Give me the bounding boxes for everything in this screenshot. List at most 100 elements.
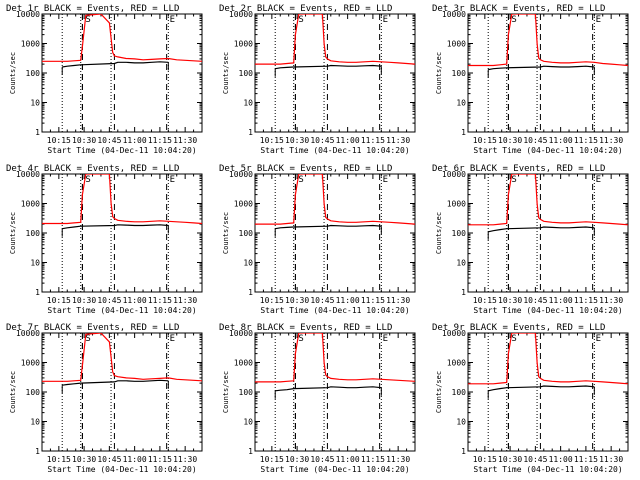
- detector-panel: Det 6r BLACK = Events, RED = LLD 1 10 100 10…: [432, 164, 629, 315]
- panel-title: Det 2r BLACK = Events, RED = LLD: [219, 4, 392, 14]
- y-tick-label: 100: [452, 229, 467, 238]
- lld-series-line: [255, 14, 415, 65]
- panel-title: Det 5r BLACK = Events, RED = LLD: [219, 164, 392, 174]
- marker-e-label: E: [170, 334, 175, 344]
- x-tick-label: 10:30: [285, 455, 309, 464]
- y-axis-label: Counts/sec: [9, 52, 17, 94]
- axes-frame: [41, 13, 203, 133]
- events-series-line: [275, 224, 382, 230]
- y-tick-label: 1000: [447, 200, 466, 209]
- y-tick-label: 10000: [442, 170, 466, 179]
- x-tick-label: 11:00: [336, 136, 360, 145]
- y-tick-label: 100: [26, 388, 41, 397]
- x-tick-label: 11:30: [386, 455, 410, 464]
- y-tick-label: 1000: [234, 359, 253, 368]
- x-tick-label: 10:15: [473, 296, 497, 305]
- y-tick-label: 10: [243, 259, 253, 268]
- x-tick-label: 10:45: [97, 455, 121, 464]
- events-series-line: [488, 65, 595, 71]
- x-axis-label: Start Time (04-Dec-11 10:04:20): [260, 146, 409, 155]
- y-tick-label: 100: [452, 388, 467, 397]
- x-axis-label: Start Time (04-Dec-11 10:04:20): [473, 146, 622, 155]
- lld-series-line: [42, 174, 202, 225]
- x-tick-label: 11:30: [386, 296, 410, 305]
- x-tick-label: 11:15: [148, 455, 172, 464]
- axes-frame: [41, 173, 203, 293]
- y-tick-label: 1000: [21, 359, 40, 368]
- x-axis-label: Start Time (04-Dec-11 10:04:20): [260, 306, 409, 315]
- axes-frame: [41, 332, 203, 452]
- x-tick-label: 10:15: [47, 296, 71, 305]
- lld-series-line: [42, 333, 202, 382]
- marker-e-label: E: [170, 15, 175, 25]
- x-tick-label: 10:45: [523, 296, 547, 305]
- detector-panel: Det 9r BLACK = Events, RED = LLD 1 10 100 10…: [432, 323, 629, 474]
- x-tick-label: 11:00: [123, 455, 147, 464]
- y-tick-label: 10: [30, 99, 40, 108]
- y-tick-label: 10: [456, 418, 466, 427]
- x-tick-label: 11:00: [123, 136, 147, 145]
- x-axis-label: Start Time (04-Dec-11 10:04:20): [47, 306, 196, 315]
- events-series-line: [62, 61, 169, 68]
- x-tick-label: 10:30: [72, 136, 96, 145]
- x-tick-label: 11:00: [123, 296, 147, 305]
- x-tick-label: 11:00: [549, 455, 573, 464]
- panel-title: Det 4r BLACK = Events, RED = LLD: [6, 164, 179, 174]
- x-tick-label: 10:30: [72, 455, 96, 464]
- panel-title: Det 8r BLACK = Events, RED = LLD: [219, 323, 392, 333]
- x-tick-label: 10:45: [310, 136, 334, 145]
- x-tick-label: 10:45: [310, 455, 334, 464]
- axes-frame: [254, 332, 416, 452]
- x-tick-label: 11:00: [336, 455, 360, 464]
- x-tick-label: 10:30: [498, 136, 522, 145]
- y-axis-label: Counts/sec: [435, 212, 443, 254]
- marker-s-label: S: [511, 175, 516, 185]
- y-tick-label: 1: [35, 447, 40, 456]
- y-tick-label: 1000: [447, 40, 466, 49]
- x-axis-label: Start Time (04-Dec-11 10:04:20): [473, 465, 622, 474]
- events-series-line: [488, 226, 595, 233]
- x-tick-label: 10:30: [285, 136, 309, 145]
- x-tick-label: 10:45: [97, 296, 121, 305]
- lld-series-line: [42, 14, 202, 62]
- y-tick-label: 100: [239, 69, 254, 78]
- x-tick-label: 11:15: [361, 296, 385, 305]
- detector-panel: Det 5r BLACK = Events, RED = LLD 1 10 100 10…: [219, 164, 416, 315]
- x-tick-label: 10:15: [47, 136, 71, 145]
- x-tick-label: 11:30: [599, 455, 623, 464]
- y-axis-label: Counts/sec: [9, 371, 17, 413]
- marker-s-label: S: [85, 334, 90, 344]
- lld-series-line: [468, 333, 628, 385]
- y-tick-label: 10: [456, 259, 466, 268]
- x-tick-label: 11:00: [549, 136, 573, 145]
- x-tick-label: 11:30: [386, 136, 410, 145]
- y-axis-label: Counts/sec: [222, 52, 230, 94]
- x-tick-label: 10:30: [72, 296, 96, 305]
- marker-s-label: S: [85, 15, 90, 25]
- y-tick-label: 10000: [229, 10, 253, 19]
- y-axis-label: Counts/sec: [222, 371, 230, 413]
- events-series-line: [488, 385, 595, 392]
- x-axis-label: Start Time (04-Dec-11 10:04:20): [473, 306, 622, 315]
- detector-panel: Det 7r BLACK = Events, RED = LLD 1 10 100 10…: [6, 323, 203, 474]
- y-tick-label: 10000: [16, 170, 40, 179]
- y-tick-label: 1000: [21, 200, 40, 209]
- panel-title: Det 9r BLACK = Events, RED = LLD: [432, 323, 605, 333]
- y-tick-label: 10000: [16, 10, 40, 19]
- x-tick-label: 11:15: [574, 136, 598, 145]
- y-tick-label: 1: [35, 128, 40, 137]
- axes-frame: [467, 173, 629, 293]
- y-tick-label: 1000: [234, 200, 253, 209]
- x-tick-label: 11:15: [574, 296, 598, 305]
- detector-panel: Det 3r BLACK = Events, RED = LLD 1 10 100 10…: [432, 4, 629, 155]
- y-tick-label: 10000: [442, 10, 466, 19]
- x-tick-label: 11:15: [361, 136, 385, 145]
- x-tick-label: 10:45: [523, 455, 547, 464]
- y-tick-label: 10000: [442, 329, 466, 338]
- marker-s-label: S: [511, 15, 516, 25]
- panel-title: Det 7r BLACK = Events, RED = LLD: [6, 323, 179, 333]
- y-tick-label: 100: [239, 388, 254, 397]
- x-tick-label: 11:30: [599, 136, 623, 145]
- y-tick-label: 1000: [21, 40, 40, 49]
